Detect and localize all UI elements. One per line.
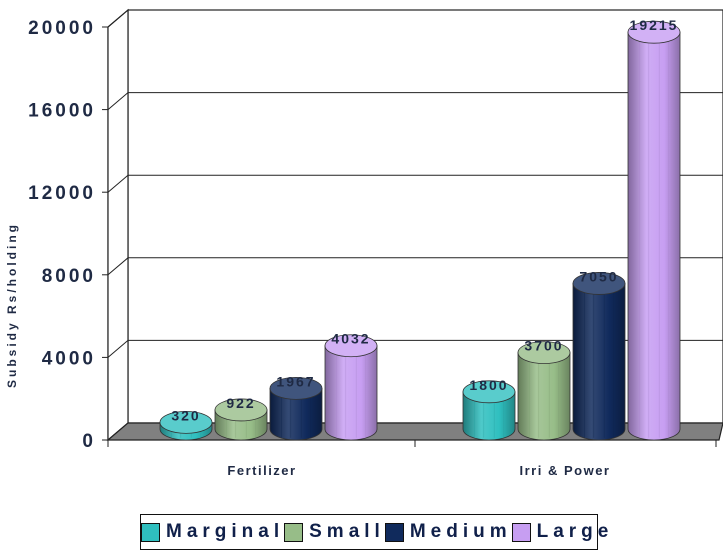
y-tick-label: 8000 bbox=[42, 266, 96, 287]
bar-large-irri-power bbox=[627, 20, 681, 441]
legend-label-marginal: Marginal bbox=[166, 521, 285, 542]
bar-medium-irri-power bbox=[572, 272, 626, 441]
side-wall bbox=[107, 8, 129, 442]
legend-item-marginal: Marginal bbox=[141, 521, 284, 543]
y-tick-label: 20000 bbox=[28, 18, 96, 39]
y-axis-label: Subsidy Rs/holding bbox=[5, 222, 19, 388]
legend: Marginal Small Medium Large bbox=[140, 514, 608, 550]
data-label: 4032 bbox=[331, 331, 370, 347]
y-tick-label: 4000 bbox=[42, 348, 96, 369]
legend-label-medium: Medium bbox=[409, 521, 512, 542]
y-tick-labels: 0 4000 8000 12000 16000 20000 bbox=[28, 18, 108, 452]
legend-swatch-marginal bbox=[141, 522, 160, 542]
data-label: 320 bbox=[171, 407, 200, 423]
bar-marginal-fertilizer bbox=[159, 410, 213, 441]
y-tick-label: 16000 bbox=[28, 101, 96, 122]
legend-swatch-large bbox=[511, 522, 531, 542]
category-label: Irri & Power bbox=[520, 463, 611, 478]
legend-swatch-medium bbox=[384, 522, 404, 542]
y-tick-label: 0 bbox=[82, 431, 96, 452]
gridline-side bbox=[107, 257, 129, 276]
data-label: 1967 bbox=[276, 373, 315, 389]
bar-marginal-irri-power bbox=[462, 380, 516, 441]
bar-large-fertilizer bbox=[324, 334, 378, 441]
legend-label-large: Large bbox=[536, 521, 614, 542]
legend-item-small: Small bbox=[284, 521, 385, 543]
legend-item-medium: Medium bbox=[384, 521, 512, 543]
data-label: 1800 bbox=[469, 377, 508, 393]
chart-wall bbox=[107, 8, 723, 442]
category-label: Fertilizer bbox=[227, 463, 296, 478]
category-labels: Fertilizer Irri & Power bbox=[107, 440, 717, 478]
data-label: 922 bbox=[226, 395, 255, 411]
legend-label-small: Small bbox=[309, 521, 385, 542]
legend-swatch-small bbox=[284, 522, 304, 542]
bar-small-fertilizer bbox=[214, 398, 268, 441]
bars bbox=[159, 20, 681, 441]
gridline-side bbox=[107, 340, 129, 358]
data-label: 3700 bbox=[524, 338, 563, 354]
data-labels: 320 922 1967 4032 1800 3700 7050 19215 bbox=[171, 17, 679, 423]
gridline-side bbox=[107, 174, 129, 193]
y-tick-label: 12000 bbox=[28, 183, 96, 204]
bar-small-irri-power bbox=[517, 341, 571, 441]
legend-item-large: Large bbox=[511, 521, 614, 543]
gridline-side bbox=[107, 92, 129, 110]
bar-medium-fertilizer bbox=[269, 376, 323, 441]
data-label: 7050 bbox=[579, 268, 618, 284]
data-label: 19215 bbox=[630, 17, 679, 33]
gridline-side bbox=[107, 9, 129, 28]
